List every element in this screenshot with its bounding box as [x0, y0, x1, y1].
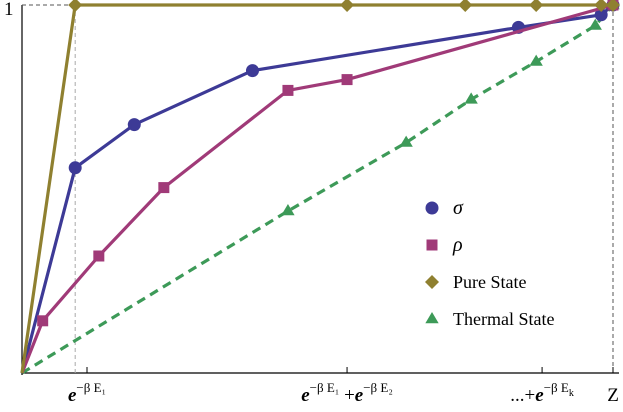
y-tick-label: 1	[4, 0, 14, 20]
legend-marker-series-1	[426, 239, 438, 251]
series-pure-state	[20, 0, 620, 374]
data-point-series-1	[282, 84, 294, 96]
data-point-series-1	[158, 182, 170, 194]
plot-frame	[21, 5, 619, 375]
data-point-thermal-state	[588, 18, 602, 30]
series-layer	[20, 0, 620, 375]
x-tick-label: ...+e−β Ek	[510, 380, 574, 406]
legend-label-pure-state: Pure State	[453, 272, 527, 292]
legend: σρ Pure State Thermal State	[425, 197, 554, 329]
data-point-pure-state	[594, 0, 609, 12]
legend-marker-series-0	[425, 201, 439, 215]
data-point-pure-state	[606, 0, 620, 12]
legend-label-thermal-state: Thermal State	[453, 309, 554, 329]
data-point-series-0	[68, 161, 82, 175]
data-point-thermal-state	[464, 92, 478, 104]
legend-label-series-0: σ	[453, 197, 464, 219]
data-point-series-0	[594, 8, 608, 22]
legend-marker-thermal-state	[425, 312, 439, 324]
data-point-thermal-state	[529, 54, 543, 66]
data-point-series-0	[245, 64, 259, 78]
data-point-thermal-state	[281, 204, 295, 216]
data-point-pure-state	[68, 0, 83, 12]
legend-marker-pure-state	[425, 275, 439, 289]
data-point-series-1	[93, 250, 105, 262]
x-tick-label: Z	[607, 385, 619, 406]
data-point-pure-state	[340, 0, 355, 12]
data-point-series-1	[37, 315, 49, 327]
data-point-series-0	[127, 118, 141, 132]
legend-label-series-1: ρ	[452, 234, 463, 256]
x-tick-label: e−β E₁	[68, 380, 106, 406]
x-tick-label: e−β E₁ +e−β E₂	[301, 380, 393, 406]
data-point-pure-state	[529, 0, 544, 12]
tick-layer: 1 e−β E₁ e−β E₁ +e−β E₂ ...+e−β Ek Z	[4, 0, 619, 406]
data-point-series-1	[341, 74, 353, 86]
data-point-pure-state	[458, 0, 473, 12]
data-point-thermal-state	[399, 135, 413, 147]
